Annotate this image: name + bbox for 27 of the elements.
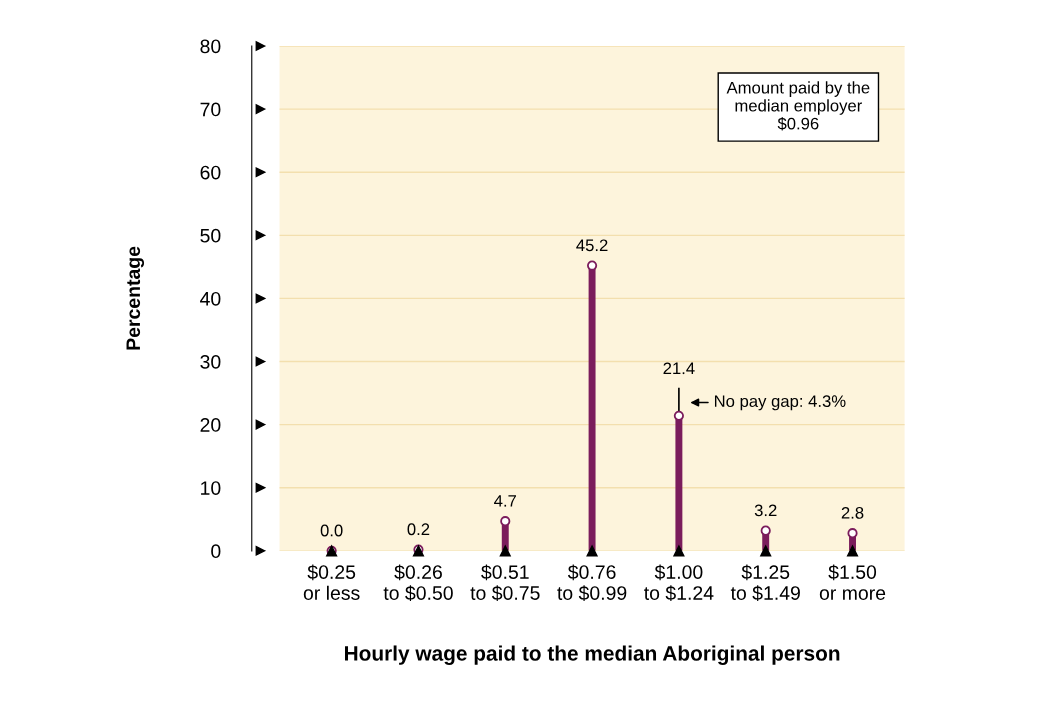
- y-tick-label: 60: [200, 165, 221, 180]
- x-tick-label: $0.25 or less: [303, 564, 360, 600]
- x-tick-label: $0.76 to $0.99: [557, 564, 627, 602]
- y-tick-label: 40: [200, 291, 221, 306]
- y-tick-label: 0: [211, 544, 221, 559]
- y-tick-label: 10: [201, 481, 221, 495]
- y-tick-label: 80: [200, 39, 221, 54]
- x-tick-label: $1.50 or more: [819, 564, 886, 600]
- annotation: No pay gap: 4.3%: [714, 395, 846, 411]
- annotation: Amount paid by the median employer $0.96: [726, 81, 870, 131]
- data-label: 3.2: [754, 504, 777, 517]
- y-tick-label: 20: [200, 418, 221, 432]
- data-label: 2.8: [841, 506, 864, 519]
- y-tick-label: 30: [200, 354, 221, 369]
- data-label: 4.7: [494, 495, 517, 507]
- y-tick-label: 70: [200, 102, 221, 117]
- data-label: 21.4: [663, 362, 695, 375]
- x-tick-label: $1.00 to $1.24: [644, 564, 714, 602]
- x-tick-label: $0.51 to $0.75: [470, 564, 540, 602]
- x-tick-label: $0.26 to $0.50: [383, 564, 453, 602]
- y-tick-label: 50: [200, 228, 221, 243]
- data-label: 0.2: [407, 523, 430, 536]
- data-label: 0.0: [320, 524, 343, 537]
- data-label: 45.2: [576, 239, 608, 252]
- x-tick-label: $1.25 to $1.49: [730, 564, 800, 602]
- y-axis-title: Percentage: [126, 246, 145, 350]
- x-axis-title: Hourly wage paid to the median Aboriginal person: [345, 645, 840, 665]
